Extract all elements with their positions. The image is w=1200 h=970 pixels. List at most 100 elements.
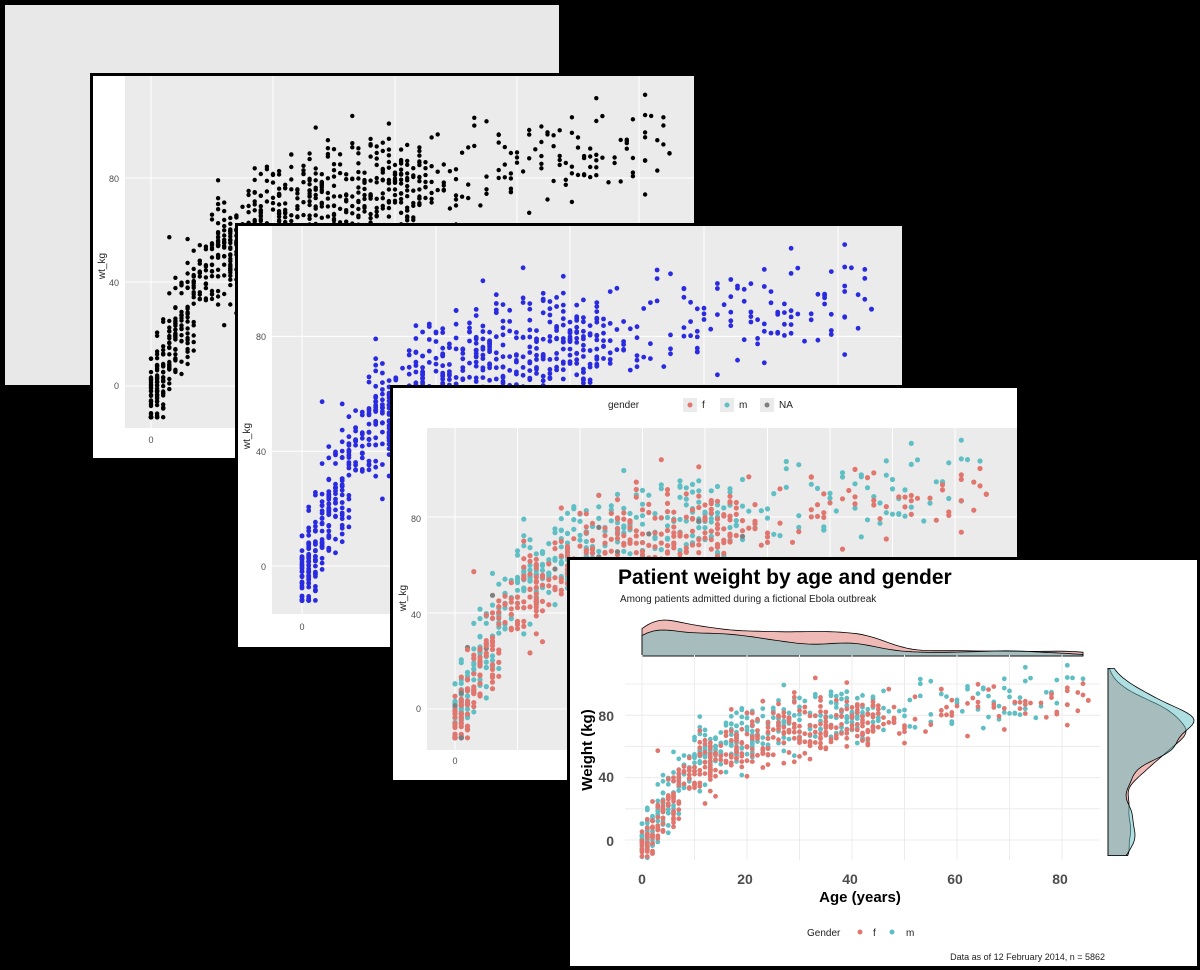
data-point <box>203 275 209 280</box>
data-point <box>460 351 466 356</box>
data-point <box>299 548 305 554</box>
data-point <box>658 547 664 553</box>
data-point <box>447 169 453 174</box>
data-point <box>362 179 367 184</box>
data-point <box>547 319 553 325</box>
data-point <box>306 504 312 510</box>
data-point <box>313 166 318 171</box>
data-point <box>429 135 434 140</box>
data-point <box>514 594 521 600</box>
data-point <box>783 466 789 472</box>
data-point <box>539 161 544 166</box>
data-point <box>148 376 154 381</box>
data-point <box>154 333 160 338</box>
data-point <box>908 492 914 499</box>
data-point <box>546 589 552 595</box>
data-point <box>521 516 527 522</box>
data-point <box>222 291 227 297</box>
data-point <box>306 563 312 568</box>
data-point <box>373 404 379 410</box>
data-point <box>864 475 871 481</box>
data-point <box>594 319 600 325</box>
data-point <box>567 359 573 364</box>
data-point <box>807 739 813 744</box>
data-point <box>697 714 703 719</box>
data-point <box>240 204 245 209</box>
data-point <box>713 757 718 762</box>
data-point <box>664 509 671 515</box>
data-point <box>828 714 834 720</box>
data-point <box>723 720 729 726</box>
data-point <box>209 262 215 267</box>
data-point <box>502 576 508 582</box>
data-point <box>581 376 586 382</box>
data-point <box>453 321 459 327</box>
data-point <box>420 369 425 375</box>
data-point <box>344 210 349 215</box>
data-point <box>380 409 385 414</box>
data-point <box>664 487 671 493</box>
data-point <box>807 713 813 719</box>
data-point <box>583 524 589 530</box>
data-point <box>374 156 379 161</box>
data-point <box>574 340 580 345</box>
data-point <box>433 368 439 374</box>
points-layer <box>639 662 1091 861</box>
data-point <box>734 710 739 716</box>
data-point <box>714 498 721 504</box>
data-point <box>733 522 739 528</box>
data-point <box>507 328 513 334</box>
data-point <box>473 334 479 340</box>
data-point <box>621 533 627 539</box>
data-point <box>514 578 521 584</box>
data-point <box>386 159 392 165</box>
data-point <box>167 386 172 392</box>
data-point <box>797 737 802 743</box>
data-point <box>191 301 196 306</box>
data-point <box>621 505 627 511</box>
data-point <box>337 206 343 211</box>
data-point <box>760 706 766 711</box>
data-point <box>664 514 671 521</box>
data-point <box>197 243 202 248</box>
data-point <box>714 483 721 490</box>
data-point <box>185 337 190 343</box>
data-point <box>307 216 312 221</box>
data-point <box>487 361 492 367</box>
data-point <box>185 341 190 346</box>
data-point <box>313 523 318 529</box>
data-point <box>702 782 708 788</box>
data-point <box>500 375 506 380</box>
data-point <box>694 328 700 334</box>
data-point <box>380 206 385 211</box>
data-point <box>306 528 312 534</box>
data-point <box>459 150 465 155</box>
data-point <box>770 710 776 716</box>
data-point <box>1001 727 1007 732</box>
data-point <box>1043 689 1049 695</box>
data-point <box>1007 694 1012 700</box>
data-point <box>701 317 707 322</box>
data-point <box>306 559 312 565</box>
data-point <box>386 147 392 152</box>
data-point <box>634 335 640 341</box>
legend-label-f: f <box>702 400 705 411</box>
data-point <box>782 310 787 315</box>
data-point <box>514 155 520 160</box>
data-point <box>715 286 720 291</box>
data-point <box>270 200 276 206</box>
data-point <box>728 738 734 743</box>
data-point <box>681 785 687 791</box>
data-point <box>770 715 776 721</box>
data-point <box>639 843 645 848</box>
data-point <box>664 543 671 549</box>
data-point <box>368 215 373 221</box>
data-point <box>366 379 372 385</box>
data-point <box>775 330 781 336</box>
data-point <box>996 703 1002 709</box>
data-point <box>770 752 776 758</box>
data-point <box>452 714 458 720</box>
data-point <box>574 330 580 335</box>
data-point <box>558 516 564 522</box>
data-point <box>694 334 700 340</box>
